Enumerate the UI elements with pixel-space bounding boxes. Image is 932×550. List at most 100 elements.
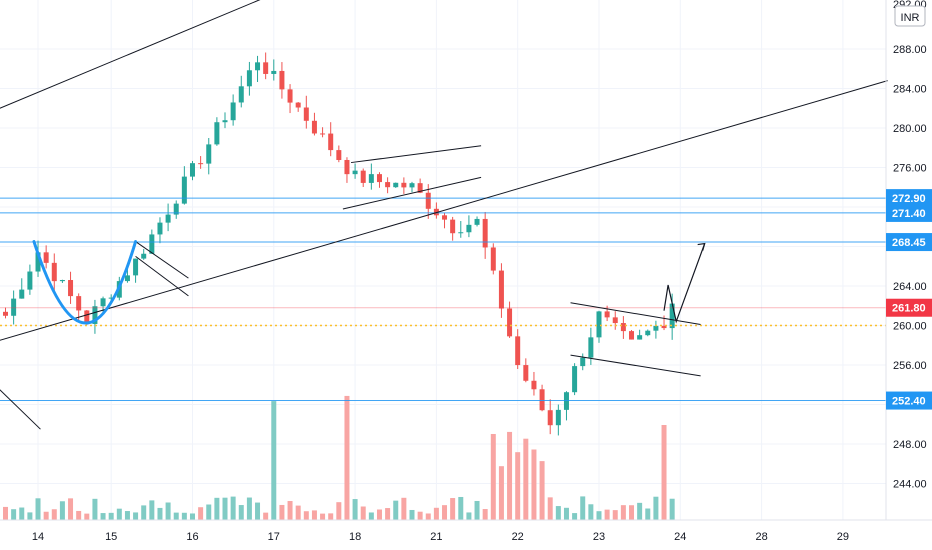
volume-bar bbox=[206, 504, 212, 520]
volume-bar bbox=[279, 504, 285, 520]
candle-body bbox=[108, 297, 114, 299]
volume-bar bbox=[498, 466, 504, 520]
volume-bar bbox=[637, 502, 643, 520]
volume-bar bbox=[214, 497, 220, 520]
candle-body bbox=[385, 182, 391, 188]
volume-bar bbox=[84, 513, 90, 520]
projection-path[interactable] bbox=[663, 243, 706, 324]
volume-bar bbox=[433, 507, 439, 520]
date-tick-label: 24 bbox=[674, 531, 686, 543]
candle-body bbox=[450, 219, 456, 234]
candle-body bbox=[498, 270, 504, 309]
volume-bar bbox=[230, 496, 236, 520]
currency-badge-box bbox=[894, 5, 926, 27]
wedge-lower-line[interactable] bbox=[342, 176, 482, 210]
candle-body bbox=[417, 183, 423, 193]
price-tag bbox=[886, 391, 932, 410]
arrow-head-icon bbox=[697, 242, 706, 251]
date-tick-label: 16 bbox=[186, 531, 198, 543]
date-tick-label: 18 bbox=[349, 531, 361, 543]
candle-body bbox=[76, 296, 82, 311]
candle-body bbox=[409, 183, 415, 188]
candle-body bbox=[588, 337, 594, 358]
volume-bar bbox=[474, 500, 480, 520]
lower-channel-line[interactable] bbox=[0, 80, 888, 341]
candle-body bbox=[401, 182, 407, 188]
candle-body bbox=[433, 208, 439, 216]
candle-body bbox=[263, 62, 269, 74]
candle-body bbox=[92, 306, 98, 324]
candle-body bbox=[620, 323, 626, 332]
candle-body bbox=[393, 182, 399, 188]
volume-bar bbox=[133, 512, 139, 520]
price-tick-label: 284.00 bbox=[893, 84, 927, 96]
candle-body bbox=[246, 70, 252, 87]
volume-bar bbox=[580, 496, 586, 520]
volume-bar bbox=[629, 505, 635, 520]
candle-body bbox=[360, 170, 366, 183]
candle-body bbox=[547, 410, 553, 426]
candle-body bbox=[376, 174, 382, 183]
cup-curve[interactable] bbox=[32, 240, 138, 325]
volume-bar bbox=[336, 502, 342, 520]
volume-bar bbox=[612, 510, 618, 520]
price-tick-label: 244.00 bbox=[893, 479, 927, 491]
volume-bar bbox=[401, 497, 407, 520]
volume-bar bbox=[328, 513, 334, 520]
candle-body bbox=[474, 218, 480, 225]
candle-body bbox=[466, 224, 472, 233]
price-tag-label: 272.90 bbox=[892, 193, 926, 205]
currency-label: INR bbox=[901, 12, 920, 24]
candle-body bbox=[490, 247, 496, 271]
price-tick-label: 288.00 bbox=[893, 44, 927, 56]
candle-body bbox=[539, 389, 545, 411]
candle-body bbox=[442, 215, 448, 220]
volume-bar bbox=[108, 512, 114, 520]
candle-body bbox=[661, 325, 667, 329]
candle-body bbox=[629, 331, 635, 340]
price-tag-label: 261.80 bbox=[892, 303, 926, 315]
candle-body bbox=[303, 107, 309, 121]
price-tick-label: 264.00 bbox=[893, 281, 927, 293]
horizontal-levels[interactable] bbox=[0, 197, 886, 402]
candle-body bbox=[637, 335, 643, 340]
upper-channel-line[interactable] bbox=[0, 0, 473, 109]
price-tick-label: 276.00 bbox=[893, 163, 927, 175]
volume-bar bbox=[442, 505, 448, 520]
volume-bar bbox=[482, 509, 488, 520]
trend-drawings[interactable] bbox=[0, 0, 888, 430]
triangle-lower-line[interactable] bbox=[570, 354, 701, 377]
price-tag bbox=[886, 233, 932, 252]
volume-bar bbox=[588, 504, 594, 520]
wedge-upper-line[interactable] bbox=[350, 145, 482, 164]
volume-bar bbox=[523, 438, 529, 520]
date-tick-label: 29 bbox=[837, 531, 849, 543]
candle-body bbox=[320, 133, 326, 135]
volume-bar bbox=[466, 512, 472, 520]
candle-body bbox=[523, 365, 529, 381]
volume-bar bbox=[376, 509, 382, 520]
volume-bar bbox=[141, 505, 147, 520]
volume-bars bbox=[3, 395, 675, 520]
date-tick-label: 14 bbox=[32, 531, 44, 543]
candle-body bbox=[149, 234, 155, 254]
volume-bar bbox=[255, 502, 261, 520]
candle-body bbox=[255, 62, 261, 71]
triangle-upper-line[interactable] bbox=[570, 302, 701, 326]
price-tags: 272.90 271.40 268.45 261.80 252.40 bbox=[886, 189, 932, 410]
candle-body bbox=[580, 357, 586, 367]
flag-upper-line[interactable] bbox=[135, 241, 189, 279]
time-axis[interactable]: 14 15 16 17 18 21 22 23 24 28 29 bbox=[0, 519, 932, 543]
flag-lower-line[interactable] bbox=[135, 255, 189, 297]
volume-bar bbox=[385, 508, 391, 520]
candle-body bbox=[43, 252, 49, 263]
candle-body bbox=[612, 317, 618, 324]
short-trend-line[interactable] bbox=[0, 389, 41, 430]
candle-body bbox=[230, 102, 236, 121]
candle-body bbox=[287, 89, 293, 103]
currency-badge[interactable]: INR bbox=[894, 5, 926, 27]
volume-bar bbox=[222, 497, 228, 520]
candle-body bbox=[214, 122, 220, 145]
